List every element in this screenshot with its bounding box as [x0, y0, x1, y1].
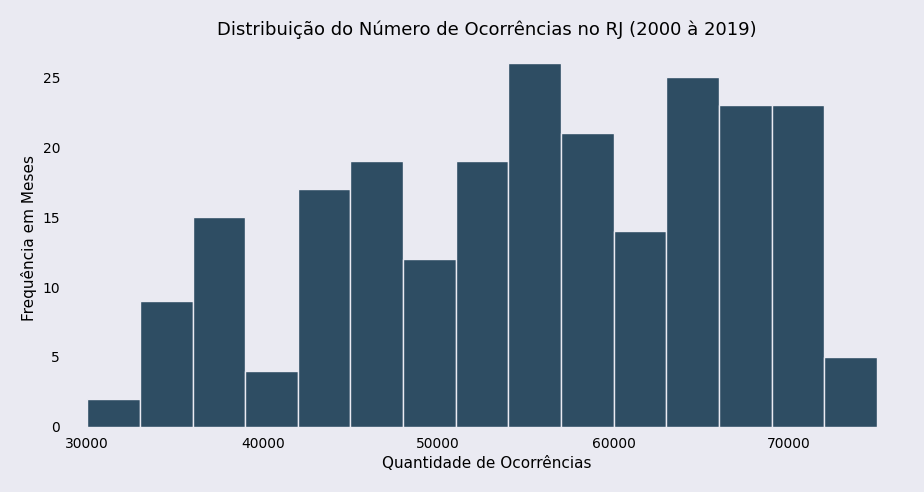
Bar — [614, 231, 666, 427]
Bar — [824, 357, 877, 427]
Bar — [666, 77, 719, 427]
Bar — [298, 189, 350, 427]
Bar — [719, 105, 772, 427]
Bar — [87, 399, 140, 427]
Bar — [140, 301, 192, 427]
Bar — [772, 105, 824, 427]
Bar — [508, 63, 561, 427]
Bar — [245, 371, 298, 427]
Bar — [456, 161, 508, 427]
Title: Distribuição do Número de Ocorrências no RJ (2000 à 2019): Distribuição do Número de Ocorrências no… — [216, 21, 756, 39]
X-axis label: Quantidade de Ocorrências: Quantidade de Ocorrências — [382, 456, 591, 471]
Bar — [350, 161, 403, 427]
Bar — [561, 133, 614, 427]
Bar — [192, 217, 245, 427]
Y-axis label: Frequência em Meses: Frequência em Meses — [21, 155, 37, 321]
Bar — [403, 259, 456, 427]
